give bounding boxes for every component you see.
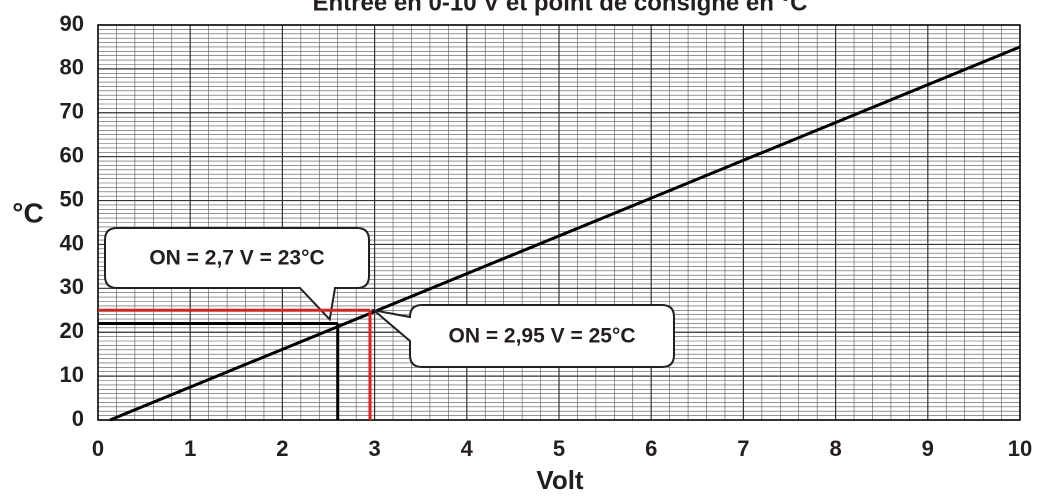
x-axis-label: Volt [536, 465, 584, 495]
y-tick-label: 10 [60, 362, 84, 387]
y-tick-label: 90 [60, 11, 84, 36]
x-tick-label: 3 [368, 436, 380, 461]
y-tick-label: 50 [60, 186, 84, 211]
x-tick-label: 4 [461, 436, 474, 461]
y-tick-label: 60 [60, 142, 84, 167]
x-tick-label: 8 [829, 436, 841, 461]
x-tick-label: 1 [184, 436, 196, 461]
callout-box [370, 304, 675, 368]
y-tick-label: 70 [60, 99, 84, 124]
x-tick-label: 6 [645, 436, 657, 461]
x-tick-label: 7 [737, 436, 749, 461]
y-tick-label: 20 [60, 318, 84, 343]
y-tick-label: 0 [72, 406, 84, 431]
chart-title: Entrée en 0-10 V et point de consigne en… [312, 0, 807, 16]
plot-border [97, 24, 1021, 421]
x-tick-label: 5 [553, 436, 565, 461]
callout-label: ON = 2,7 V = 23°C [149, 247, 324, 270]
y-tick-label: 30 [60, 274, 84, 299]
y-tick-label: 80 [60, 55, 84, 80]
line [109, 45, 1021, 422]
x-tick-label: 2 [276, 436, 288, 461]
x-tick-label: 10 [1008, 436, 1032, 461]
y-axis-label: °C [12, 197, 43, 228]
callout-label: ON = 2,95 V = 25°C [448, 325, 635, 348]
callout-box [104, 227, 370, 322]
y-tick-label: 40 [60, 230, 84, 255]
x-tick-label: 0 [92, 436, 104, 461]
x-tick-label: 9 [922, 436, 934, 461]
